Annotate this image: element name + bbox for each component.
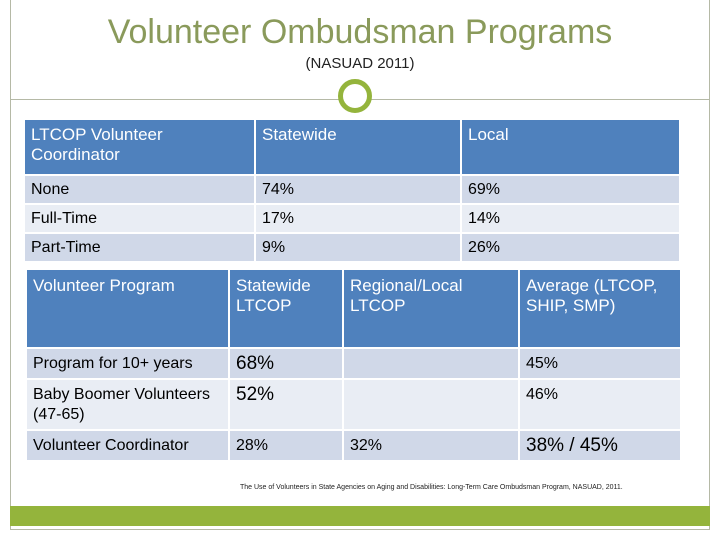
header-cell: Volunteer Program [27, 270, 228, 347]
table-cell: 26% [462, 234, 679, 261]
header-cell: LTCOP Volunteer Coordinator [25, 120, 254, 174]
table-row: Volunteer Coordinator 28% 32% 38% / 45% [27, 431, 680, 460]
table-header-row: LTCOP Volunteer Coordinator Statewide Lo… [25, 120, 679, 174]
table-cell: Full-Time [25, 205, 254, 232]
table-row: Program for 10+ years 68% 45% [27, 349, 680, 378]
table-cell: 45% [520, 349, 680, 378]
coordinator-table: LTCOP Volunteer Coordinator Statewide Lo… [23, 118, 681, 263]
slide-frame [10, 0, 710, 530]
table-cell [344, 380, 518, 429]
table-cell: Program for 10+ years [27, 349, 228, 378]
table-cell [344, 349, 518, 378]
table-cell: 52% [230, 380, 342, 429]
table-cell: 17% [256, 205, 460, 232]
table-cell: None [25, 176, 254, 203]
slide-title: Volunteer Ombudsman Programs [107, 13, 613, 51]
table-cell: 28% [230, 431, 342, 460]
header-cell: Regional/Local LTCOP [344, 270, 518, 347]
header-cell: Local [462, 120, 679, 174]
volunteer-program-table: Volunteer Program Statewide LTCOP Region… [25, 268, 682, 462]
table-cell: 38% / 45% [520, 431, 680, 460]
table-cell: Part-Time [25, 234, 254, 261]
bottom-accent-bar [10, 506, 710, 526]
table-cell: 14% [462, 205, 679, 232]
table-cell: Volunteer Coordinator [27, 431, 228, 460]
table-cell: 69% [462, 176, 679, 203]
table-cell: 46% [520, 380, 680, 429]
table-row: None 74% 69% [25, 176, 679, 203]
table-cell: Baby Boomer Volunteers (47-65) [27, 380, 228, 429]
table-cell: 74% [256, 176, 460, 203]
source-footnote: The Use of Volunteers in State Agencies … [240, 484, 623, 491]
table-row: Part-Time 9% 26% [25, 234, 679, 261]
header-cell: Statewide [256, 120, 460, 174]
table-row: Full-Time 17% 14% [25, 205, 679, 232]
circle-ornament-icon [338, 79, 372, 113]
table-cell: 9% [256, 234, 460, 261]
table-cell: 68% [230, 349, 342, 378]
table-cell: 32% [344, 431, 518, 460]
table-row: Baby Boomer Volunteers (47-65) 52% 46% [27, 380, 680, 429]
table-header-row: Volunteer Program Statewide LTCOP Region… [27, 270, 680, 347]
slide-subtitle: (NASUAD 2011) [305, 55, 415, 72]
header-cell: Statewide LTCOP [230, 270, 342, 347]
header-cell: Average (LTCOP, SHIP, SMP) [520, 270, 680, 347]
